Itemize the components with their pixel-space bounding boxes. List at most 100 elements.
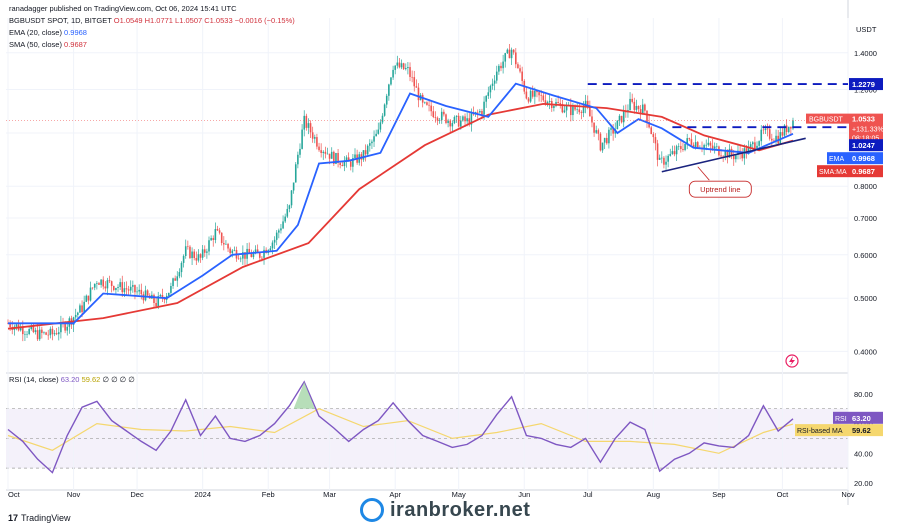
candle bbox=[311, 126, 314, 143]
candle bbox=[79, 303, 81, 313]
price-pane: Uptrend line bbox=[6, 44, 848, 368]
rsi-value-tag: RSI 63.20 bbox=[833, 411, 883, 424]
candle bbox=[658, 154, 661, 161]
candle bbox=[100, 279, 102, 288]
candle bbox=[515, 48, 517, 69]
candle bbox=[618, 114, 621, 126]
currency-label: USDT bbox=[856, 25, 877, 34]
ema-legend[interactable]: EMA (20, close) 0.9968 bbox=[9, 27, 295, 39]
rsi-tick-label: 20.00 bbox=[854, 479, 873, 488]
candle bbox=[436, 116, 439, 126]
symbol-line: BGBUSDT SPOT, 1D, BITGET O1.0549 H1.0771… bbox=[9, 15, 295, 27]
candle bbox=[51, 325, 54, 341]
time-tick-label: Jul bbox=[583, 490, 593, 499]
sma-price-tag-text: 0.9687 bbox=[852, 167, 875, 176]
candle bbox=[400, 59, 403, 70]
candle bbox=[417, 83, 420, 108]
candle bbox=[491, 78, 494, 90]
rsi-tag-box bbox=[849, 411, 883, 424]
candle bbox=[453, 115, 456, 125]
candle bbox=[275, 230, 278, 246]
rsi-legend[interactable]: RSI (14, close) 63.20 59.62 ∅ ∅ ∅ ∅ bbox=[9, 375, 135, 384]
candle bbox=[589, 100, 591, 117]
candle bbox=[45, 331, 47, 336]
candle bbox=[620, 115, 623, 124]
candle bbox=[633, 97, 636, 114]
candle bbox=[455, 115, 458, 123]
candle bbox=[758, 140, 760, 148]
candle bbox=[597, 128, 600, 141]
candle bbox=[320, 143, 322, 158]
time-tick-label: Oct bbox=[777, 490, 790, 499]
candle bbox=[673, 145, 676, 157]
candle bbox=[502, 54, 504, 74]
candle bbox=[53, 330, 56, 337]
lightning-icon bbox=[785, 354, 799, 368]
rsi-tick-label: 80.00 bbox=[854, 390, 873, 399]
candle bbox=[542, 91, 545, 102]
candle bbox=[322, 150, 325, 160]
candle bbox=[785, 119, 788, 136]
candle bbox=[47, 329, 50, 340]
candle bbox=[580, 110, 583, 120]
candle bbox=[724, 147, 727, 161]
price-tick-label: 0.6000 bbox=[854, 251, 877, 260]
candle bbox=[208, 236, 210, 256]
candle bbox=[404, 63, 407, 71]
candle bbox=[210, 235, 212, 241]
candle bbox=[631, 93, 633, 104]
candle bbox=[184, 239, 187, 259]
candle bbox=[508, 44, 511, 59]
candle bbox=[57, 326, 60, 341]
tradingview-brand[interactable]: 17 TradingView bbox=[8, 513, 71, 523]
candle bbox=[216, 225, 219, 231]
candle bbox=[13, 324, 16, 336]
ema-legend-label: EMA (20, close) bbox=[9, 28, 62, 37]
candle bbox=[383, 103, 386, 117]
candle bbox=[110, 280, 113, 293]
candle bbox=[665, 155, 667, 170]
sma-legend[interactable]: SMA (50, close) 0.9687 bbox=[9, 39, 295, 51]
candle bbox=[529, 87, 532, 103]
candle bbox=[561, 99, 564, 114]
time-tick-label: 2024 bbox=[194, 490, 211, 499]
candle bbox=[60, 315, 62, 339]
rsi-line bbox=[7, 380, 794, 474]
sma-price-tag-title-box bbox=[817, 165, 849, 178]
candle bbox=[256, 244, 259, 253]
candle bbox=[55, 327, 58, 336]
candle bbox=[330, 147, 333, 159]
rsi-ma-tag-title-box bbox=[795, 424, 849, 437]
time-tick-label: Jun bbox=[518, 490, 530, 499]
candle bbox=[570, 98, 572, 122]
candle bbox=[74, 308, 77, 322]
publisher-line: ranadagger published on TradingView.com,… bbox=[9, 4, 237, 13]
candle bbox=[682, 142, 684, 152]
candle bbox=[176, 271, 179, 287]
candle bbox=[485, 94, 487, 108]
candle bbox=[409, 62, 411, 82]
candle bbox=[195, 251, 198, 266]
candle bbox=[220, 232, 223, 246]
candle bbox=[595, 125, 598, 135]
candle bbox=[601, 142, 604, 153]
candle bbox=[369, 139, 371, 152]
candle bbox=[787, 126, 790, 134]
candle bbox=[132, 280, 134, 293]
candle bbox=[373, 130, 375, 148]
rsi-pane bbox=[7, 380, 794, 474]
candle bbox=[730, 146, 733, 160]
candle bbox=[112, 285, 115, 292]
candle bbox=[104, 281, 107, 292]
price-tick-label: 0.4000 bbox=[854, 347, 877, 356]
candle bbox=[168, 292, 170, 297]
candle bbox=[377, 122, 380, 135]
candle bbox=[781, 128, 784, 138]
candle bbox=[688, 137, 691, 142]
watermark: iranbroker.net bbox=[360, 498, 530, 522]
resistance-price-tag-text: 1.2279 bbox=[852, 80, 875, 89]
candle bbox=[364, 144, 367, 162]
candle bbox=[68, 316, 71, 334]
candle bbox=[443, 109, 445, 117]
